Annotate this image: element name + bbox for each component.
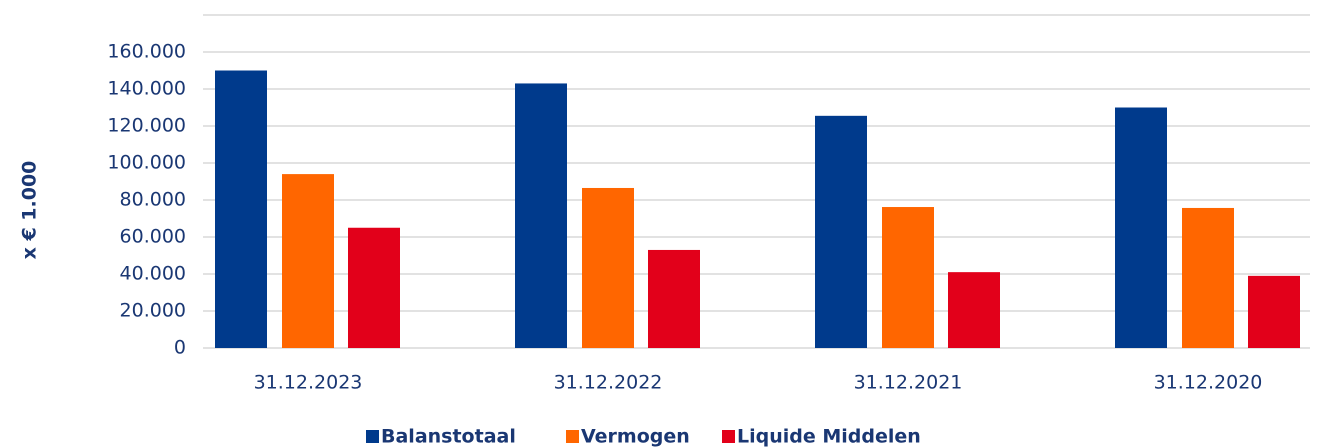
legend-label: Liquide Middelen <box>737 426 921 448</box>
y-tick-label: 140.000 <box>107 78 186 100</box>
y-tick-label: 160.000 <box>107 41 186 63</box>
bar <box>815 115 867 348</box>
y-tick-label: 100.000 <box>107 152 186 174</box>
y-tick-label: 0 <box>174 337 186 359</box>
y-tick-label: 40.000 <box>120 263 186 285</box>
x-tick-label: 31.12.2022 <box>554 372 663 394</box>
bar <box>882 207 934 348</box>
y-axis-label: x € 1.000 <box>19 161 41 260</box>
bar <box>282 174 334 348</box>
legend-swatch <box>566 430 579 443</box>
legend-swatch <box>366 430 379 443</box>
legend-label: Vermogen <box>581 426 690 448</box>
bar <box>215 70 267 348</box>
y-tick-label: 60.000 <box>120 226 186 248</box>
bar <box>582 187 634 348</box>
bar <box>1248 275 1300 348</box>
x-tick-label: 31.12.2023 <box>254 372 363 394</box>
x-tick-label: 31.12.2021 <box>854 372 963 394</box>
legend-swatch <box>722 430 735 443</box>
bar <box>648 249 700 348</box>
y-tick-label: 80.000 <box>120 189 186 211</box>
bar <box>1182 207 1234 348</box>
x-tick-label: 31.12.2020 <box>1154 372 1263 394</box>
y-tick-label: 20.000 <box>120 300 186 322</box>
bar <box>1115 107 1167 348</box>
bar <box>515 83 567 348</box>
y-tick-label: 120.000 <box>107 115 186 137</box>
bar <box>948 272 1000 348</box>
legend-label: Balanstotaal <box>381 426 516 448</box>
bar <box>348 227 400 348</box>
